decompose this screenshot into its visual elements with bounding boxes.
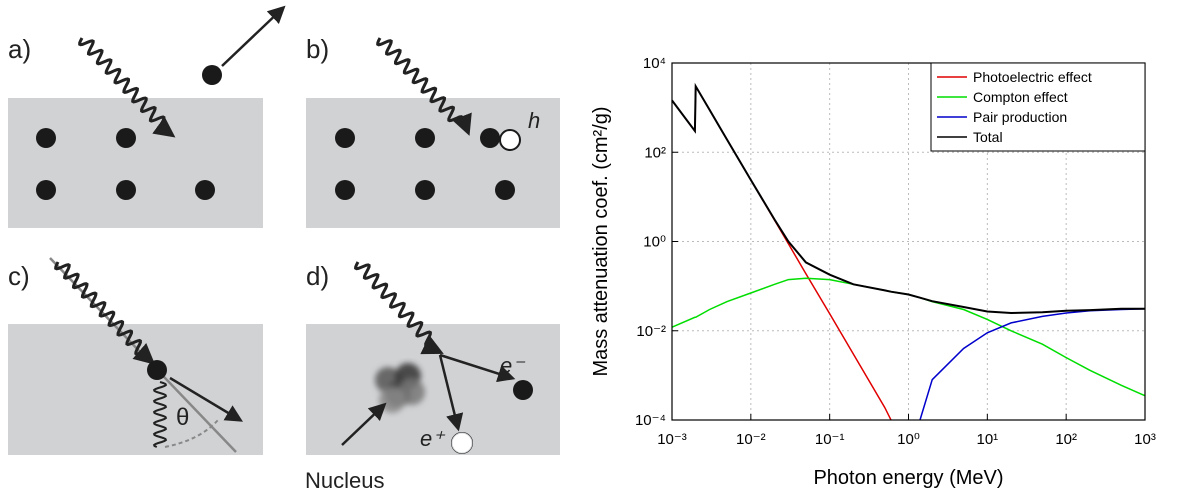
x-tick-label: 10⁻³ bbox=[657, 431, 687, 448]
y-tick-label: 10⁻² bbox=[636, 323, 666, 340]
panel-label: b) bbox=[306, 34, 329, 64]
material bbox=[306, 98, 560, 228]
photon bbox=[354, 261, 444, 355]
arrow bbox=[169, 376, 244, 422]
nucleon bbox=[399, 379, 425, 405]
x-tick-label: 10¹ bbox=[976, 431, 998, 448]
particle bbox=[499, 129, 521, 151]
y-tick-label: 10² bbox=[644, 144, 666, 161]
particle bbox=[495, 180, 515, 200]
legend-label: Photoelectric effect bbox=[973, 69, 1092, 85]
nucleon bbox=[379, 387, 405, 413]
panel-label: d) bbox=[306, 261, 329, 291]
particle bbox=[116, 128, 136, 148]
positron-label: e⁺ bbox=[420, 426, 446, 451]
photon bbox=[78, 37, 176, 138]
x-tick-label: 10³ bbox=[1134, 431, 1156, 448]
arrow bbox=[439, 353, 516, 383]
x-axis-label: Photon energy (MeV) bbox=[813, 467, 1003, 489]
x-tick-label: 10⁰ bbox=[897, 431, 920, 448]
y-tick-label: 10⁰ bbox=[643, 234, 666, 251]
diagram: a) b) c) d) h θ e⁻ e⁺ Nucleus bbox=[8, 5, 560, 493]
chart: 10⁻³ 10⁻² 10⁻¹ 10⁰ 10¹ 10² 10³ 10⁻⁴ 10⁻² 10⁰ 10² 10… bbox=[590, 55, 1156, 489]
panel-label: a) bbox=[8, 34, 31, 64]
y-tick-label: 10⁻⁴ bbox=[635, 412, 666, 429]
particle bbox=[202, 65, 222, 85]
particle bbox=[513, 380, 533, 400]
particle bbox=[195, 180, 215, 200]
legend-label: Pair production bbox=[973, 109, 1067, 125]
series-line bbox=[919, 308, 1146, 421]
particle bbox=[415, 180, 435, 200]
legend-label: Compton effect bbox=[973, 89, 1068, 105]
plot-frame bbox=[671, 62, 1146, 421]
arrow bbox=[341, 402, 387, 446]
series-line bbox=[671, 82, 1145, 315]
particle bbox=[147, 360, 167, 380]
nucleus-label: Nucleus bbox=[305, 468, 384, 493]
material bbox=[8, 98, 263, 228]
particle bbox=[36, 180, 56, 200]
photon bbox=[152, 381, 168, 448]
particle bbox=[480, 128, 500, 148]
particle bbox=[36, 128, 56, 148]
y-axis-label: Mass attenuation coef. (cm²/g) bbox=[590, 106, 612, 376]
x-tick-label: 10² bbox=[1055, 431, 1077, 448]
arrow bbox=[438, 354, 464, 432]
positron-outline bbox=[451, 432, 473, 454]
particle bbox=[335, 128, 355, 148]
series-line bbox=[671, 83, 892, 421]
nucleus bbox=[375, 363, 425, 413]
angle-label: θ bbox=[176, 404, 189, 431]
particle bbox=[116, 180, 136, 200]
photon bbox=[54, 261, 156, 365]
particle bbox=[415, 128, 435, 148]
y-tick-label: 10⁴ bbox=[643, 55, 666, 72]
arrow bbox=[221, 5, 286, 67]
material bbox=[8, 324, 263, 455]
photon bbox=[376, 37, 472, 136]
particle bbox=[335, 180, 355, 200]
hole-label: h bbox=[528, 108, 540, 133]
panel-label: c) bbox=[8, 261, 30, 291]
x-tick-label: 10⁻¹ bbox=[815, 431, 845, 448]
x-tick-label: 10⁻² bbox=[736, 431, 766, 448]
legend-label: Total bbox=[973, 129, 1003, 145]
